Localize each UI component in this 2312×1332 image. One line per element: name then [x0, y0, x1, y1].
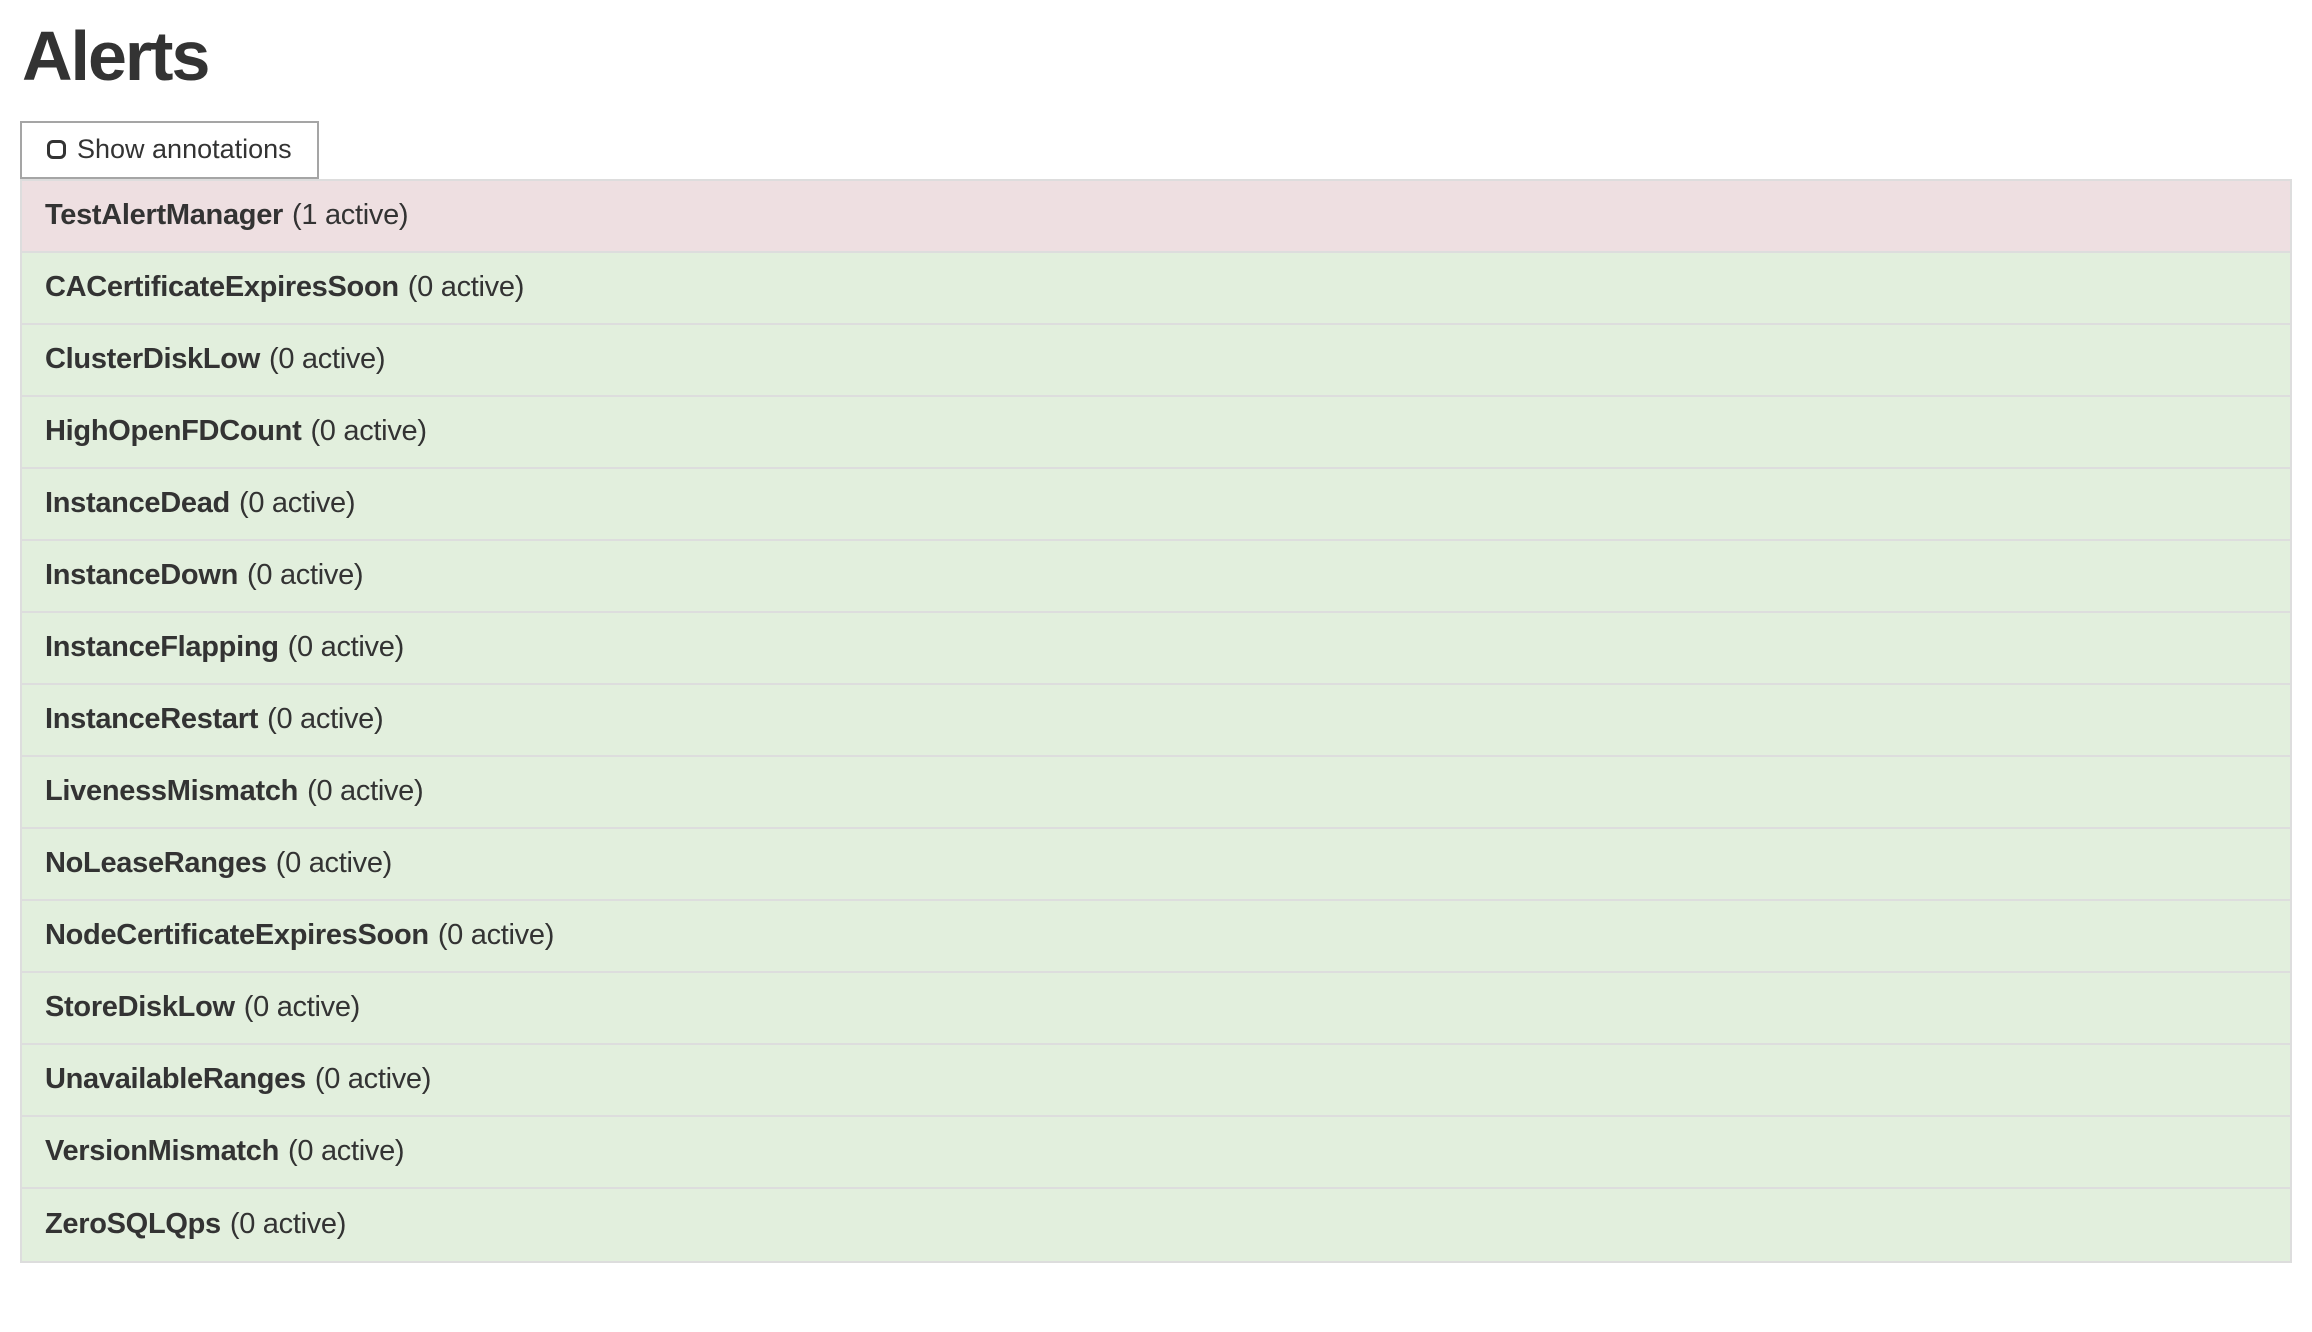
alert-name: CACertificateExpiresSoon: [45, 271, 399, 303]
alert-row[interactable]: StoreDiskLow (0 active): [22, 972, 2290, 1045]
alerts-table: TestAlertManager (1 active) CACertificat…: [20, 178, 2292, 1263]
alert-active-count: (0 active): [275, 847, 393, 879]
alert-active-count: (0 active): [310, 415, 427, 447]
alert-active-count: (0 active): [287, 631, 405, 663]
alert-row[interactable]: LivenessMismatch (0 active): [22, 756, 2290, 829]
alert-name: StoreDiskLow: [45, 991, 235, 1023]
alert-name: ZeroSQLQps: [45, 1208, 221, 1240]
alert-name: InstanceFlapping: [45, 631, 279, 663]
alert-active-count: (0 active): [247, 559, 364, 591]
alert-active-count: (0 active): [288, 1135, 405, 1167]
alert-row[interactable]: ZeroSQLQps (0 active): [22, 1188, 2290, 1261]
alert-row[interactable]: CACertificateExpiresSoon (0 active): [22, 252, 2290, 325]
alert-name: InstanceRestart: [45, 703, 259, 735]
alert-name: VersionMismatch: [45, 1135, 280, 1167]
alert-name: HighOpenFDCount: [45, 415, 302, 447]
alert-active-count: (0 active): [407, 271, 525, 303]
alert-active-count: (0 active): [238, 487, 356, 519]
alert-row[interactable]: InstanceDead (0 active): [22, 468, 2290, 541]
alert-active-count: (0 active): [243, 991, 361, 1023]
alert-row[interactable]: InstanceRestart (0 active): [22, 684, 2290, 757]
alert-name: NodeCertificateExpiresSoon: [45, 919, 429, 951]
alert-active-count: (0 active): [314, 1063, 432, 1095]
alert-row[interactable]: InstanceFlapping (0 active): [22, 612, 2290, 685]
alert-active-count: (0 active): [229, 1208, 347, 1240]
alert-row[interactable]: ClusterDiskLow (0 active): [22, 324, 2290, 397]
alert-row[interactable]: InstanceDown (0 active): [22, 540, 2290, 613]
alert-name: LivenessMismatch: [45, 775, 299, 807]
alert-active-count: (0 active): [307, 775, 424, 807]
alert-row[interactable]: NoLeaseRanges (0 active): [22, 828, 2290, 901]
alert-name: UnavailableRanges: [45, 1063, 306, 1095]
toolbar: Show annotations: [20, 120, 2292, 179]
alerts-page: Alerts Show annotations TestAlertManager…: [20, 17, 2292, 1263]
alert-name: ClusterDiskLow: [45, 343, 260, 375]
alert-name: InstanceDead: [45, 487, 230, 519]
show-annotations-button[interactable]: Show annotations: [20, 120, 319, 179]
alert-name: InstanceDown: [45, 559, 238, 591]
alert-row[interactable]: VersionMismatch (0 active): [22, 1116, 2290, 1189]
alert-row[interactable]: HighOpenFDCount (0 active): [22, 396, 2290, 469]
alert-active-count: (0 active): [267, 703, 384, 735]
page-title: Alerts: [22, 17, 210, 95]
alert-row[interactable]: NodeCertificateExpiresSoon (0 active): [22, 900, 2290, 973]
alert-active-count: (0 active): [268, 343, 386, 375]
alert-name: TestAlertManager: [45, 199, 284, 231]
alert-active-count: (0 active): [437, 919, 555, 951]
alert-name: NoLeaseRanges: [45, 847, 267, 879]
alert-row[interactable]: UnavailableRanges (0 active): [22, 1044, 2290, 1117]
show-annotations-label: Show annotations: [77, 134, 292, 164]
checkbox-unchecked-icon[interactable]: [47, 140, 66, 159]
alert-row[interactable]: TestAlertManager (1 active): [22, 180, 2290, 253]
alert-active-count: (1 active): [292, 199, 409, 231]
